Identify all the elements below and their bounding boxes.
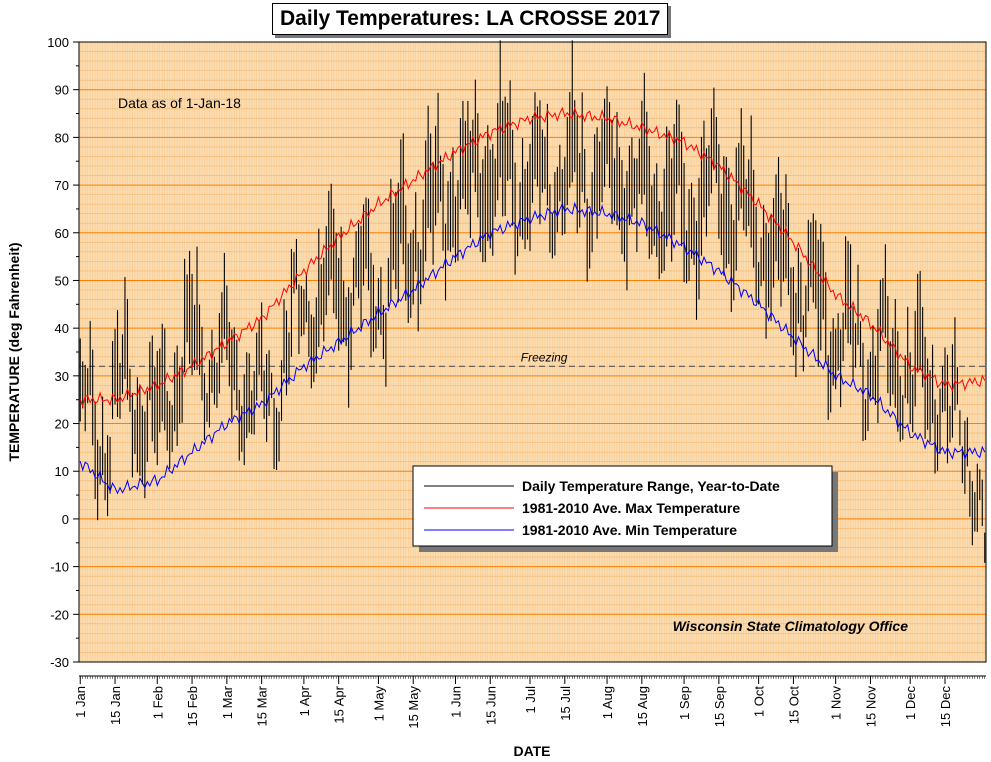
chart-title: Daily Temperatures: LA CROSSE 2017 [272,3,669,35]
x-tick-label: 15 Feb [185,686,200,726]
y-tick-label: -30 [50,655,69,670]
legend-label-avg-min: 1981-2010 Ave. Min Temperature [522,522,737,538]
x-tick-label: 15 Oct [786,686,801,725]
y-tick-label: 60 [55,226,69,241]
y-tick-label: 40 [55,321,69,336]
source-credit: Wisconsin State Climatology Office [673,618,909,634]
y-tick-label: 80 [55,130,69,145]
x-tick-label: 15 Dec [938,686,953,728]
x-tick-label: 1 May [371,686,386,722]
y-axis-ticks: -30 -20 -10 0 10 20 30 40 50 60 70 80 90 100 [47,35,79,670]
x-tick-label: 1 Jun [448,686,463,718]
x-tick-label: 1 Jul [523,686,538,714]
legend-label-range: Daily Temperature Range, Year-to-Date [522,478,780,494]
x-tick-label: 15 May [406,686,421,729]
x-tick-label: 1 Mar [220,685,235,719]
y-tick-label: 100 [47,35,69,50]
freezing-label: Freezing [521,350,568,364]
avg-min-line [79,201,986,495]
x-tick-label: 15 Aug [635,686,650,727]
y-tick-label: 70 [55,178,69,193]
x-tick-label: 1 Feb [150,686,165,719]
x-axis-ticks: 1 Jan 15 Jan 1 Feb 15 Feb 1 Mar 15 Mar 1 Apr 15… [73,675,986,729]
y-tick-label: 0 [62,512,69,527]
y-tick-label: 10 [55,464,69,479]
data-as-of-note: Data as of 1-Jan-18 [118,95,241,111]
x-tick-label: 15 Jan [108,686,123,725]
x-tick-label: 15 Jun [483,686,498,725]
x-tick-label: 1 Apr [297,685,312,716]
x-tick-label: 15 Apr [332,685,347,723]
x-tick-label: 15 Sep [712,686,727,727]
x-tick-label: 1 Aug [600,686,615,719]
x-tick-label: 15 Nov [863,686,878,728]
x-tick-label: 1 Sep [677,686,692,720]
legend-box [412,465,833,547]
x-tick-label: 15 Jul [558,686,573,721]
x-tick-label: 1 Nov [829,686,844,720]
y-tick-label: 90 [55,83,69,98]
y-axis-label: TEMPERATURE (deg Fahrenheit) [6,242,22,461]
y-tick-label: -10 [50,560,69,575]
legend-label-avg-max: 1981-2010 Ave. Max Temperature [522,500,740,516]
x-tick-label: 1 Dec [903,686,918,720]
y-tick-label: 30 [55,369,69,384]
y-tick-label: -20 [50,607,69,622]
x-tick-label: 1 Oct [752,686,767,717]
y-tick-label: 20 [55,417,69,432]
x-axis-label: DATE [513,743,550,759]
x-tick-label: 1 Jan [73,686,88,718]
y-tick-label: 50 [55,273,69,288]
avg-max-line [79,106,986,408]
x-tick-label: 15 Mar [255,685,270,726]
legend: Daily Temperature Range, Year-to-Date 19… [412,465,838,552]
